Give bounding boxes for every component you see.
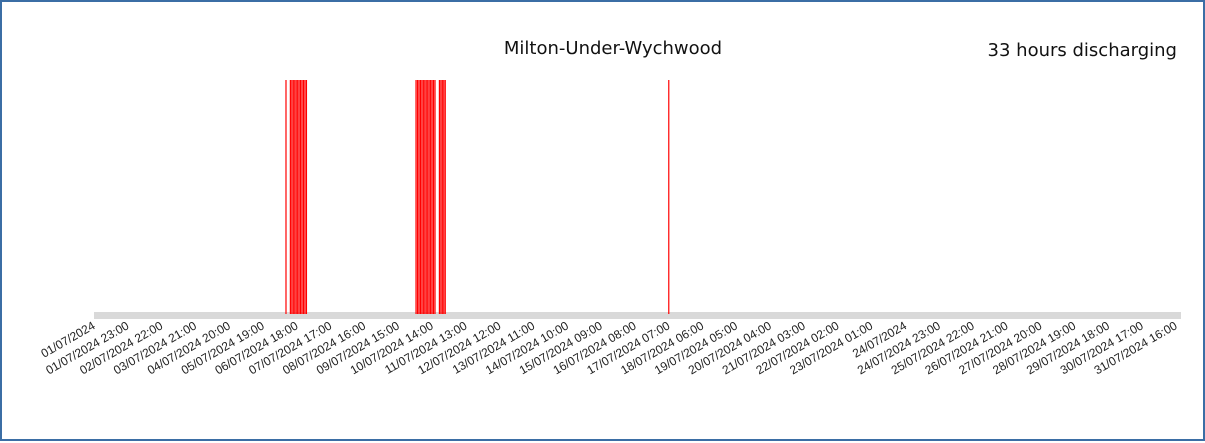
bars-group <box>285 80 670 314</box>
discharge-bar <box>305 80 308 314</box>
discharge-bar <box>432 80 435 314</box>
discharge-bar <box>421 80 423 314</box>
discharge-bar <box>302 80 305 314</box>
discharge-bar <box>289 80 291 314</box>
discharge-bar <box>425 80 427 314</box>
chart-title: Milton-Under-Wychwood <box>504 38 722 59</box>
discharge-bar <box>418 80 420 314</box>
discharge-bar <box>298 80 300 314</box>
discharge-bar <box>294 80 296 314</box>
discharge-bar <box>301 80 303 314</box>
discharge-bar <box>285 80 287 314</box>
x-axis-baseline <box>94 312 1181 319</box>
discharge-bar <box>292 80 294 314</box>
discharge-bar <box>415 80 417 314</box>
discharge-bar <box>291 80 293 314</box>
discharge-summary: 33 hours discharging <box>988 40 1177 61</box>
discharge-bar <box>422 80 424 314</box>
discharge-bar <box>430 80 432 314</box>
discharge-bar <box>441 80 443 314</box>
discharge-bar <box>416 80 419 314</box>
discharge-bar <box>438 80 440 314</box>
discharge-bar <box>300 80 302 314</box>
discharge-bar <box>440 80 442 314</box>
discharge-bar <box>295 80 297 314</box>
discharge-bar <box>424 80 426 314</box>
discharge-bar <box>434 80 436 314</box>
discharge-bar <box>297 80 299 314</box>
discharge-bar <box>668 80 670 314</box>
discharge-bar <box>431 80 433 314</box>
discharge-bar <box>427 80 429 314</box>
discharge-bar <box>428 80 430 314</box>
discharge-bar <box>304 80 306 314</box>
discharge-bar <box>419 80 422 314</box>
discharge-bar <box>444 80 446 314</box>
discharge-bar <box>443 80 445 314</box>
